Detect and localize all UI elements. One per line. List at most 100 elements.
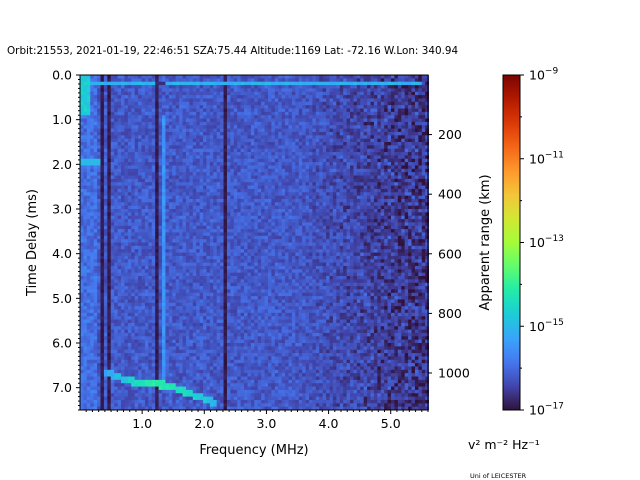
heatmap-cell <box>189 323 193 327</box>
heatmap-cell <box>97 82 101 86</box>
heatmap-cell <box>220 82 224 86</box>
heatmap-cell <box>200 196 204 200</box>
heatmap-cell <box>203 333 207 337</box>
heatmap-cell <box>210 273 214 277</box>
heatmap-cell <box>97 199 101 203</box>
heatmap-cell <box>152 229 156 233</box>
heatmap-cell <box>196 330 200 334</box>
heatmap-cell <box>200 249 204 253</box>
heatmap-cell <box>90 276 94 280</box>
heatmap-cell <box>83 216 87 220</box>
heatmap-cell <box>155 279 159 283</box>
heatmap-cell <box>118 112 122 116</box>
heatmap-cell <box>142 330 146 334</box>
heatmap-cell <box>179 229 183 233</box>
heatmap-cell <box>210 112 214 116</box>
heatmap-cell <box>114 263 118 267</box>
heatmap-cell <box>193 216 197 220</box>
heatmap-cell <box>135 95 139 99</box>
heatmap-cell <box>206 249 210 253</box>
heatmap-cell <box>189 95 193 99</box>
heatmap-cell <box>111 370 115 374</box>
heatmap-cell <box>224 212 228 216</box>
heatmap-cell <box>159 172 163 176</box>
heatmap-cell <box>172 112 176 116</box>
heatmap-cell <box>148 216 152 220</box>
heatmap-cell <box>135 340 139 344</box>
heatmap-cell <box>244 306 248 310</box>
heatmap-cell <box>80 397 84 401</box>
heatmap-cell <box>111 390 115 394</box>
heatmap-cell <box>244 356 248 360</box>
heatmap-cell <box>210 276 214 280</box>
heatmap-cell <box>169 333 173 337</box>
heatmap-cell <box>155 313 159 317</box>
heatmap-cell <box>121 310 125 314</box>
heatmap-cell <box>230 346 234 350</box>
heatmap-cell <box>121 403 125 407</box>
heatmap-cell <box>114 310 118 314</box>
heatmap-cell <box>186 88 190 92</box>
heatmap-cell <box>90 179 94 183</box>
heatmap-cell <box>169 142 173 146</box>
heatmap-cell <box>124 186 128 190</box>
heatmap-cell <box>124 172 128 176</box>
heatmap-cell <box>114 162 118 166</box>
heatmap-cell <box>97 239 101 243</box>
heatmap-cell <box>135 125 139 129</box>
heatmap-cell <box>234 182 238 186</box>
heatmap-cell <box>111 286 115 290</box>
heatmap-cell <box>83 253 87 257</box>
heatmap-cell <box>186 135 190 139</box>
heatmap-cell <box>196 232 200 236</box>
heatmap-cell <box>83 236 87 240</box>
heatmap-cell <box>104 303 108 307</box>
heatmap-cell <box>131 356 135 360</box>
heatmap-cell <box>152 390 156 394</box>
heatmap-cell <box>107 155 111 159</box>
heatmap-cell <box>101 129 105 133</box>
heatmap-cell <box>172 135 176 139</box>
heatmap-cell <box>138 239 142 243</box>
heatmap-cell <box>80 377 84 381</box>
heatmap-cell <box>220 192 224 196</box>
heatmap-cell <box>200 330 204 334</box>
heatmap-cell <box>114 75 118 79</box>
heatmap-cell <box>165 273 169 277</box>
heatmap-cell <box>217 85 221 89</box>
heatmap-cell <box>217 303 221 307</box>
heatmap-cell <box>237 105 241 109</box>
heatmap-cell <box>206 316 210 320</box>
heatmap-cell <box>155 159 159 163</box>
heatmap-cell <box>118 129 122 133</box>
heatmap-cell <box>97 109 101 113</box>
heatmap-cell <box>227 199 231 203</box>
heatmap-cell <box>196 176 200 180</box>
heatmap-cell <box>152 222 156 226</box>
heatmap-cell <box>234 283 238 287</box>
heatmap-cell <box>124 323 128 327</box>
heatmap-cell <box>138 310 142 314</box>
heatmap-cell <box>135 363 139 367</box>
heatmap-cell <box>241 310 245 314</box>
heatmap-cell <box>237 92 241 96</box>
heatmap-cell <box>138 196 142 200</box>
heatmap-cell <box>111 169 115 173</box>
heatmap-cell <box>83 149 87 153</box>
heatmap-cell <box>118 350 122 354</box>
heatmap-cell <box>220 189 224 193</box>
heatmap-cell <box>165 125 169 129</box>
heatmap-cell <box>193 283 197 287</box>
heatmap-cell <box>138 293 142 297</box>
heatmap-cell <box>230 316 234 320</box>
heatmap-cell <box>193 373 197 377</box>
heatmap-cell <box>145 243 149 247</box>
heatmap-cell <box>230 125 234 129</box>
heatmap-cell <box>87 256 91 260</box>
heatmap-cell <box>124 353 128 357</box>
heatmap-cell <box>83 320 87 324</box>
heatmap-cell <box>90 387 94 391</box>
heatmap-cell <box>234 192 238 196</box>
heatmap-cell <box>186 380 190 384</box>
heatmap-cell <box>203 112 207 116</box>
